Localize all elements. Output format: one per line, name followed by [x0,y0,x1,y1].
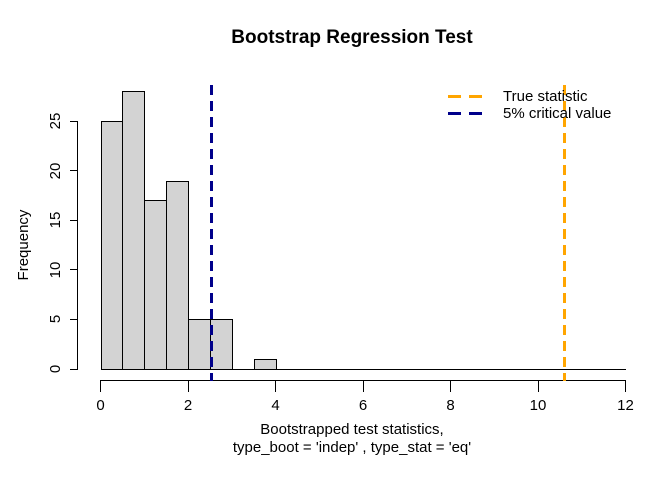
x-axis-tick-label: 10 [529,397,547,414]
histogram-bar [209,319,233,370]
y-axis-tick [70,120,78,122]
x-axis-tick [187,380,189,392]
y-axis-line [77,121,78,370]
y-axis-tick [70,170,78,172]
histogram-bar [166,180,189,370]
zero-baseline [100,369,626,370]
x-axis-tick-label: 8 [446,397,455,414]
legend-entry: 5% critical value [448,105,611,122]
x-axis-tick-label: 4 [271,397,280,414]
legend-line-sample [448,95,488,98]
x-axis-tick-label: 12 [617,397,634,414]
histogram-bar [253,359,277,370]
y-axis-label: Frequency [15,209,32,281]
y-axis-tick-label: 20 [47,162,64,179]
chart-title: Bootstrap Regression Test [231,27,473,48]
legend-entry: True statistic [448,88,611,105]
y-axis-tick-label: 25 [47,112,64,130]
y-axis-tick-label: 5 [47,315,64,324]
x-axis-tick-label: 2 [183,397,193,414]
legend: True statistic 5% critical value [448,88,611,122]
x-axis-label: Bootstrapped test statistics, type_boot … [78,421,626,457]
x-axis-tick [450,380,451,392]
histogram-bar [144,200,168,370]
x-axis-tick [275,380,276,392]
legend-line-sample [448,112,488,115]
x-axis-tick [362,380,364,392]
critical-value-line [209,85,213,381]
y-axis-tick-label: 15 [47,211,64,229]
x-axis-tick-label: 6 [358,397,368,414]
y-axis-tick [70,318,78,320]
legend-label: 5% critical value [503,104,612,122]
x-axis-tick [537,380,539,392]
histogram-bar [100,121,124,370]
histogram-bar [188,319,211,370]
y-axis-tick [70,219,78,221]
legend-label: True statistic [503,87,588,105]
x-axis-tick [100,380,101,392]
y-axis-tick [70,368,78,370]
y-axis-tick-label: 10 [47,261,64,279]
x-axis-label-line1: Bootstrapped test statistics, [260,421,444,438]
histogram-bar [122,91,146,370]
x-axis-label-line2: type_boot = 'indep' , type_stat = 'eq' [232,439,472,456]
x-axis-tick [625,380,626,392]
x-axis-tick-label: 0 [96,397,105,414]
true-statistic-line [562,85,566,381]
y-axis-tick-label: 0 [47,364,64,374]
y-axis-tick [70,269,78,271]
